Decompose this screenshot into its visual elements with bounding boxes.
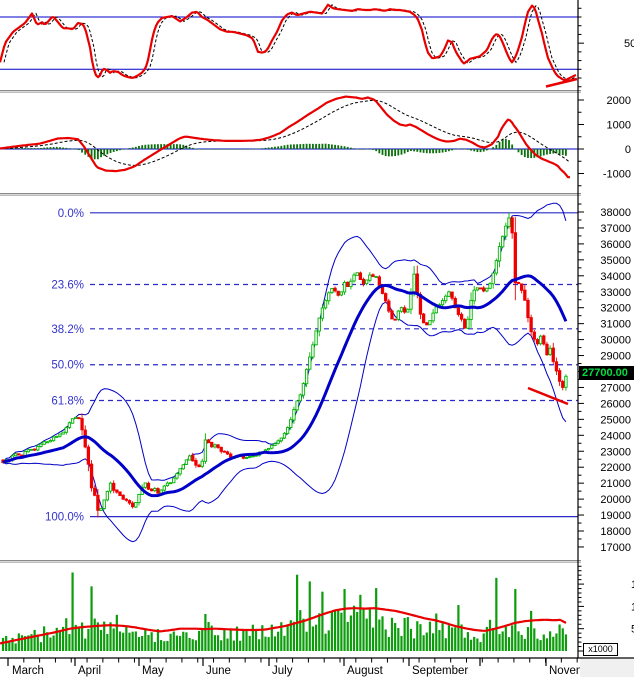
svg-text:July: July [272, 665, 293, 677]
svg-text:March: March [12, 665, 44, 677]
svg-text:26000: 26000 [600, 398, 631, 410]
svg-text:31000: 31000 [600, 319, 631, 331]
right-axis: 50200010000-1000380003700036000350003400… [577, 0, 634, 658]
svg-text:36000: 36000 [600, 239, 631, 251]
svg-text:61.8%: 61.8% [51, 396, 84, 408]
svg-text:2000: 2000 [607, 95, 631, 107]
svg-text:33000: 33000 [600, 287, 631, 299]
svg-text:0.0%: 0.0% [58, 208, 84, 220]
svg-text:5000: 5000 [631, 624, 634, 636]
stochastic-panel[interactable] [0, 3, 578, 88]
panel-separators [0, 90, 581, 563]
svg-text:37000: 37000 [600, 223, 631, 235]
svg-text:50: 50 [624, 38, 634, 50]
svg-text:May: May [142, 665, 164, 677]
svg-text:18000: 18000 [600, 526, 631, 538]
svg-text:15000: 15000 [631, 579, 634, 591]
svg-text:April: April [78, 665, 101, 677]
svg-text:23.6%: 23.6% [51, 279, 84, 291]
svg-text:25000: 25000 [600, 414, 631, 426]
price-panel[interactable]: 0.0% 23.6% 38.2% 50.0% 61.8% 100.0% [1, 202, 578, 543]
svg-text:June: June [206, 665, 231, 677]
svg-text:24000: 24000 [600, 430, 631, 442]
svg-text:22000: 22000 [600, 462, 631, 474]
volume-panel[interactable] [0, 572, 568, 651]
svg-text:-1000: -1000 [603, 169, 631, 181]
svg-text:35000: 35000 [600, 255, 631, 267]
macd-panel[interactable] [0, 95, 578, 179]
svg-text:Noven: Noven [549, 665, 582, 677]
svg-text:27000: 27000 [600, 382, 631, 394]
svg-text:38.2%: 38.2% [51, 324, 84, 336]
svg-text:23000: 23000 [600, 446, 631, 458]
corner-fill [580, 659, 634, 677]
svg-text:1000: 1000 [607, 120, 631, 132]
svg-text:100.0%: 100.0% [45, 512, 84, 524]
x-axis: March April May June July August September Nove… [0, 657, 634, 677]
svg-text:34000: 34000 [600, 271, 631, 283]
last-price-tag: 27700.00 [579, 366, 634, 380]
svg-text:19000: 19000 [600, 510, 631, 522]
svg-text:38000: 38000 [600, 207, 631, 219]
svg-text:50.0%: 50.0% [51, 360, 84, 372]
volume-unit-label: x1000 [583, 643, 618, 656]
svg-text:0: 0 [625, 144, 631, 156]
svg-text:September: September [412, 665, 468, 677]
svg-text:29000: 29000 [600, 351, 631, 363]
svg-text:20000: 20000 [600, 494, 631, 506]
svg-text:August: August [347, 665, 384, 677]
svg-text:17000: 17000 [600, 542, 631, 554]
svg-text:21000: 21000 [600, 478, 631, 490]
svg-text:30000: 30000 [600, 335, 631, 347]
svg-text:32000: 32000 [600, 303, 631, 315]
